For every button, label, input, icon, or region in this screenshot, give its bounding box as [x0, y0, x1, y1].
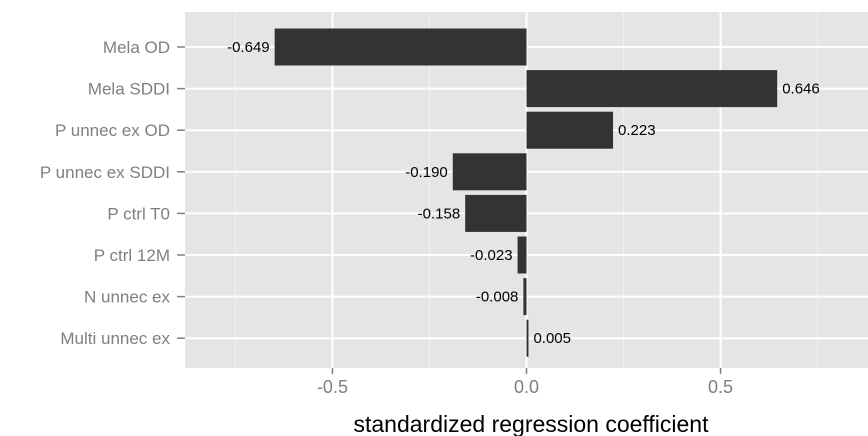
data-labels: -0.649 0.646 0.223 -0.190 -0.158 -0.023 -0.008… [227, 39, 820, 347]
x-tick-label: -0.5 [317, 377, 348, 397]
data-label: 0.646 [782, 81, 820, 98]
category-label: N unnec ex [84, 288, 170, 307]
category-label: Mela SDDI [88, 80, 170, 99]
x-axis-title: standardized regression coefficient [353, 411, 709, 436]
data-label: -0.008 [476, 289, 519, 306]
data-label: -0.649 [227, 39, 270, 56]
data-label: -0.023 [470, 247, 513, 264]
bar [523, 278, 527, 316]
category-label: P unnec ex SDDI [40, 163, 170, 182]
category-label: Multi unnec ex [60, 329, 170, 348]
bar [274, 28, 527, 66]
bar [465, 194, 527, 232]
bar [526, 319, 529, 357]
y-axis-categories: Mela OD Mela SDDI P unnec ex OD P unnec ex … [40, 38, 185, 348]
data-label: 0.005 [533, 330, 571, 347]
bar [526, 70, 778, 108]
x-axis-ticks: -0.5 0.0 0.5 [317, 368, 733, 397]
category-label: Mela OD [103, 38, 170, 57]
bar [452, 153, 527, 191]
x-tick-label: 0.0 [514, 377, 539, 397]
category-label: P ctrl 12M [94, 246, 170, 265]
category-label: P ctrl T0 [107, 204, 170, 223]
bars [274, 28, 778, 357]
category-label: P unnec ex OD [55, 121, 170, 140]
x-tick-label: 0.5 [708, 377, 733, 397]
data-label: -0.190 [405, 164, 448, 181]
data-label: 0.223 [618, 122, 656, 139]
bar [517, 236, 527, 274]
data-label: -0.158 [418, 205, 461, 222]
bar [526, 111, 614, 149]
